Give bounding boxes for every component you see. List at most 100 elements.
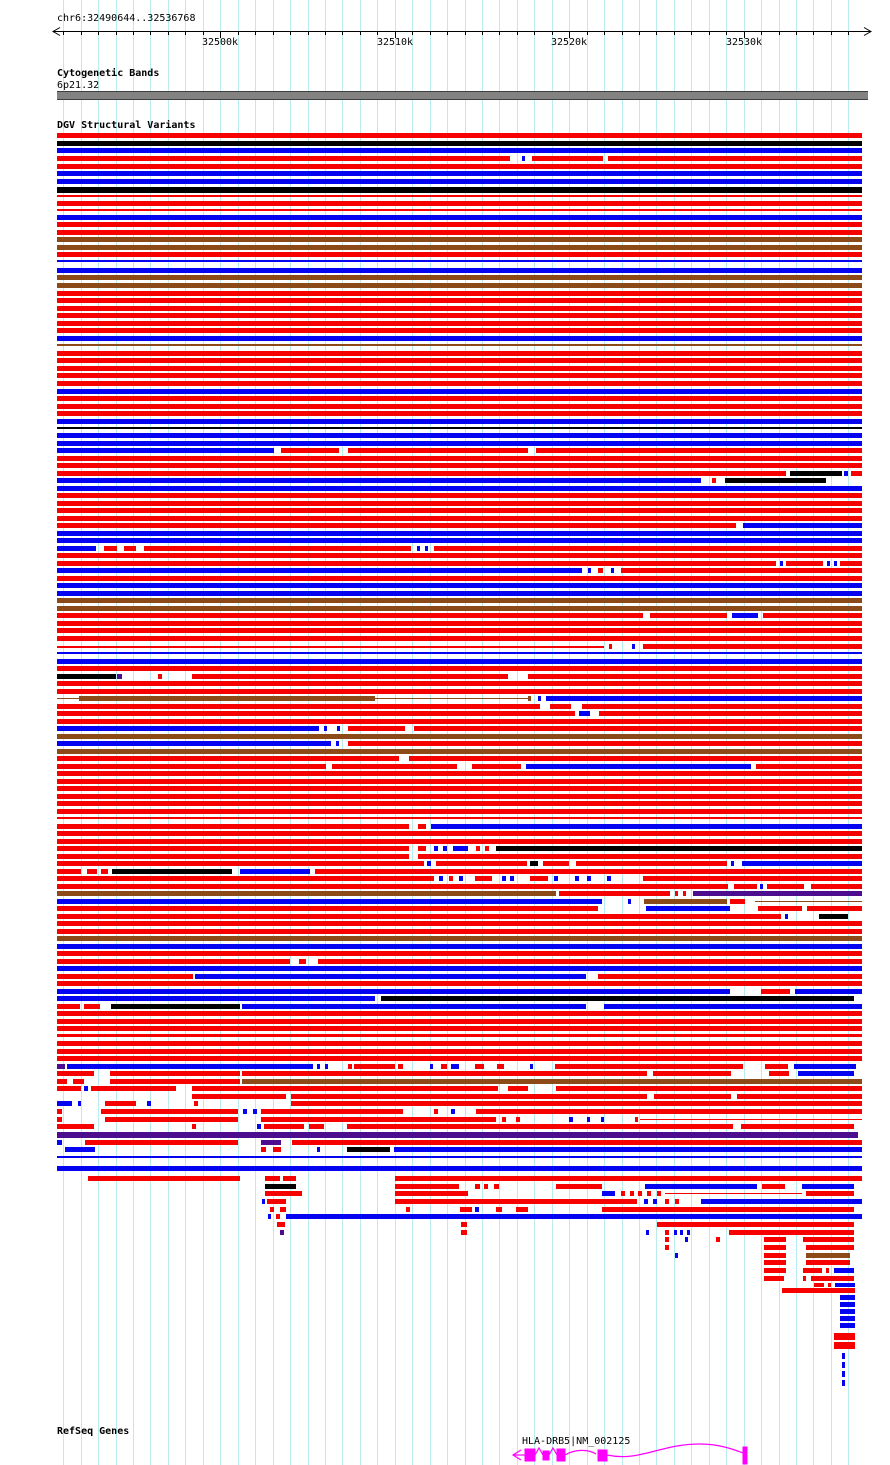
variant-bar[interactable]	[194, 974, 586, 979]
variant-bar[interactable]	[280, 1207, 287, 1212]
variant-bar[interactable]	[57, 734, 862, 739]
variant-bar[interactable]	[57, 179, 862, 184]
variant-bar[interactable]	[656, 1191, 661, 1196]
variant-bar[interactable]	[243, 1109, 247, 1114]
variant-bar[interactable]	[57, 568, 582, 573]
variant-bar[interactable]	[549, 704, 571, 709]
variant-bar[interactable]	[57, 433, 862, 438]
variant-bar[interactable]	[711, 478, 716, 483]
variant-bar[interactable]	[57, 209, 862, 211]
variant-bar[interactable]	[283, 1176, 297, 1181]
variant-bar[interactable]	[57, 1079, 67, 1084]
variant-bar[interactable]	[682, 891, 686, 896]
variant-bar[interactable]	[57, 598, 862, 603]
variant-bar[interactable]	[57, 613, 643, 618]
variant-bar[interactable]	[57, 794, 862, 799]
variant-bar[interactable]	[57, 237, 862, 242]
variant-bar[interactable]	[510, 876, 515, 881]
variant-bar[interactable]	[801, 1184, 854, 1189]
variant-bar[interactable]	[57, 1049, 862, 1054]
variant-bar[interactable]	[715, 1237, 720, 1242]
cytoband-bar[interactable]	[57, 91, 868, 100]
variant-bar[interactable]	[413, 726, 862, 731]
variant-bar[interactable]	[57, 652, 862, 654]
variant-bar[interactable]	[292, 1140, 862, 1145]
variant-bar[interactable]	[537, 696, 541, 701]
variant-bar[interactable]	[252, 1109, 257, 1114]
variant-bar[interactable]	[267, 1199, 287, 1204]
variant-bar[interactable]	[536, 448, 862, 453]
variant-bar[interactable]	[840, 1302, 855, 1307]
variant-bar[interactable]	[57, 809, 862, 814]
variant-bar[interactable]	[806, 906, 862, 911]
variant-bar[interactable]	[818, 914, 849, 919]
variant-bar[interactable]	[57, 861, 425, 866]
variant-bar[interactable]	[84, 1004, 100, 1009]
variant-bar[interactable]	[763, 1276, 784, 1281]
variant-bar[interactable]	[483, 1184, 488, 1189]
variant-bar[interactable]	[601, 1117, 605, 1122]
variant-bar[interactable]	[731, 613, 759, 618]
variant-bar[interactable]	[842, 1362, 846, 1368]
variant-bar[interactable]	[57, 681, 862, 686]
variant-bar[interactable]	[441, 1064, 448, 1069]
variant-bar[interactable]	[833, 1333, 855, 1340]
variant-bar[interactable]	[429, 1064, 433, 1069]
variant-bar[interactable]	[57, 1086, 82, 1091]
variant-bar[interactable]	[123, 546, 136, 551]
variant-bar[interactable]	[803, 1268, 822, 1273]
variant-bar[interactable]	[803, 1276, 807, 1281]
variant-bar[interactable]	[842, 1353, 846, 1359]
variant-bar[interactable]	[57, 741, 331, 746]
variant-bar[interactable]	[644, 1184, 758, 1189]
variant-bar[interactable]	[291, 1094, 648, 1099]
variant-bar[interactable]	[57, 351, 862, 356]
variant-bar[interactable]	[620, 568, 862, 573]
variant-bar[interactable]	[57, 944, 862, 949]
variant-bar[interactable]	[57, 719, 862, 724]
variant-bar[interactable]	[57, 786, 862, 791]
variant-bar[interactable]	[828, 1283, 832, 1287]
variant-bar[interactable]	[57, 260, 862, 262]
variant-bar[interactable]	[157, 674, 162, 679]
variant-bar[interactable]	[433, 846, 438, 851]
variant-bar[interactable]	[472, 764, 522, 769]
variant-bar[interactable]	[725, 478, 826, 483]
variant-bar[interactable]	[57, 523, 736, 528]
variant-bar[interactable]	[825, 1268, 829, 1273]
variant-bar[interactable]	[57, 906, 598, 911]
variant-bar[interactable]	[280, 448, 339, 453]
gene-glyph[interactable]	[0, 1440, 890, 1465]
variant-bar[interactable]	[346, 1147, 391, 1152]
variant-bar[interactable]	[734, 884, 758, 889]
variant-bar[interactable]	[324, 726, 328, 731]
variant-bar[interactable]	[433, 1109, 438, 1114]
variant-bar[interactable]	[57, 298, 862, 303]
variant-bar[interactable]	[543, 861, 569, 866]
variant-bar[interactable]	[276, 1222, 285, 1227]
variant-bar[interactable]	[522, 156, 526, 161]
variant-bar[interactable]	[604, 1004, 862, 1009]
variant-bar[interactable]	[608, 156, 862, 161]
variant-bar[interactable]	[101, 869, 109, 874]
variant-bar[interactable]	[57, 959, 291, 964]
variant-bar[interactable]	[57, 344, 862, 346]
variant-bar[interactable]	[833, 1342, 855, 1349]
variant-bar[interactable]	[57, 1026, 862, 1031]
variant-bar[interactable]	[57, 463, 862, 468]
variant-bar[interactable]	[767, 884, 804, 889]
variant-bar[interactable]	[325, 1064, 329, 1069]
variant-bar[interactable]	[449, 876, 453, 881]
variant-bar[interactable]	[840, 1295, 855, 1300]
variant-bar[interactable]	[630, 1191, 635, 1196]
variant-bar[interactable]	[57, 996, 375, 1001]
variant-bar[interactable]	[57, 914, 781, 919]
variant-bar[interactable]	[57, 493, 862, 498]
variant-bar[interactable]	[57, 636, 862, 641]
variant-bar[interactable]	[556, 1086, 862, 1091]
variant-bar[interactable]	[789, 471, 842, 476]
variant-bar[interactable]	[73, 1079, 84, 1084]
variant-bar[interactable]	[643, 899, 727, 904]
variant-bar[interactable]	[609, 644, 613, 649]
variant-bar[interactable]	[569, 1117, 573, 1122]
